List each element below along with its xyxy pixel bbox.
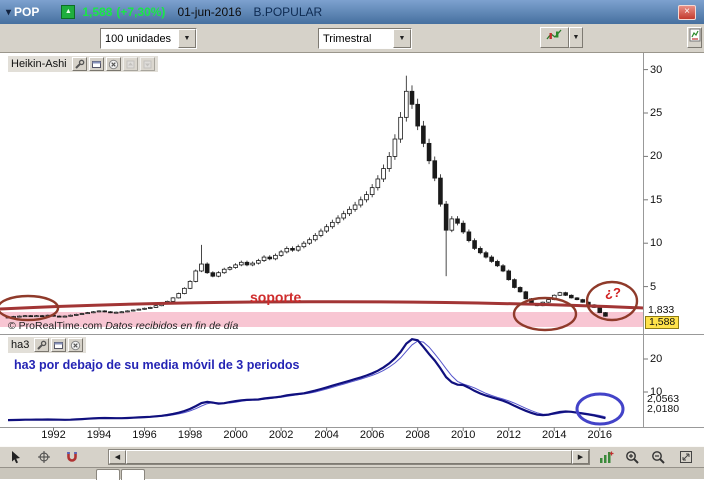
- x-axis-label: 1992: [41, 429, 66, 441]
- symbol-selector[interactable]: ▾ POP: [6, 5, 39, 19]
- indicators-button[interactable]: [596, 448, 616, 466]
- close-button[interactable]: ×: [678, 4, 696, 20]
- price-tag-upper: 1,833: [648, 304, 675, 316]
- last-price: 1,588: [82, 5, 113, 19]
- workspace-tabstrip: [0, 467, 704, 480]
- chevron-down-icon: ▾: [6, 6, 12, 18]
- copyright-note: Datos recibidos en fin de día: [105, 320, 239, 332]
- close-indicator-icon[interactable]: [105, 57, 121, 71]
- chart-style-icon: [546, 28, 563, 48]
- crosshair-icon: [38, 451, 50, 463]
- move-indicator-down-icon[interactable]: [139, 57, 155, 71]
- copyright-brand: © ProRealTime.com: [8, 320, 103, 332]
- magnet-tool-button[interactable]: [62, 448, 82, 466]
- units-value: 100 unidades: [105, 32, 172, 45]
- y-axis-label: 5: [650, 280, 657, 293]
- chevron-down-icon[interactable]: ▼: [178, 29, 196, 48]
- bottom-toolbar: ◀ ▶: [0, 446, 704, 469]
- x-axis-label: 1996: [132, 429, 157, 441]
- expand-icon: [680, 451, 692, 463]
- price-change: (+7,30%): [116, 5, 166, 19]
- main-indicator-header: Heikin-Ashi: [8, 56, 158, 72]
- symbol-label: POP: [14, 5, 40, 19]
- indicator-title: ha3: [11, 339, 30, 351]
- title-bar: ▾ POP ▲ 1,588 (+7,30%) 01-jun-2016 B.POP…: [0, 0, 704, 25]
- mini-chart-icon: [689, 27, 701, 48]
- workspace-tab[interactable]: [96, 469, 120, 480]
- close-indicator-icon[interactable]: [68, 338, 84, 352]
- lower-indicator-header: ha3: [8, 337, 87, 353]
- indicator-title: Heikin-Ashi: [11, 58, 67, 70]
- price-tag-current: 1,588: [645, 316, 680, 329]
- fullscreen-button[interactable]: [676, 448, 696, 466]
- copyright-text: © ProRealTime.com Datos recibidos en fin…: [8, 320, 238, 332]
- x-axis-label: 2012: [496, 429, 521, 441]
- chart-style-button[interactable]: [540, 27, 569, 48]
- quote-date: 01-jun-2016: [177, 5, 242, 19]
- x-axis-label: 2014: [541, 429, 567, 441]
- chart-style-dropdown[interactable]: ▼: [569, 27, 583, 48]
- chart-scrollbar[interactable]: ◀ ▶: [108, 449, 590, 465]
- x-axis-label: 2010: [450, 429, 476, 441]
- magnet-icon: [67, 452, 77, 462]
- cursor-icon: [12, 451, 20, 464]
- magnifier-plus-icon: [625, 450, 639, 464]
- y-axis-label: 20: [650, 150, 663, 163]
- x-axis-label: 1998: [177, 429, 203, 441]
- ha3-value-upper: 2,0563: [647, 393, 680, 405]
- scroll-left-button[interactable]: ◀: [109, 450, 126, 464]
- x-axis-label: 2002: [268, 429, 294, 441]
- y-axis-label: 15: [650, 193, 663, 206]
- crosshair-tool-button[interactable]: [34, 448, 54, 466]
- timeframe-select[interactable]: Trimestral ▼: [318, 28, 412, 49]
- y-axis-label: 10: [650, 237, 663, 250]
- bar-chart-plus-icon: [599, 451, 613, 463]
- x-axis-label: 2006: [359, 429, 385, 441]
- scroll-right-button[interactable]: ▶: [572, 450, 589, 464]
- y-axis-label: 25: [650, 107, 663, 119]
- ha3-annotation: ha3 por debajo de su media móvil de 3 pe…: [14, 358, 300, 372]
- x-axis-label: 2000: [223, 429, 248, 441]
- wrench-icon[interactable]: [71, 57, 87, 71]
- x-axis-label: 2004: [314, 429, 339, 441]
- chevron-down-icon[interactable]: ▼: [393, 29, 411, 48]
- timeframe-value: Trimestral: [323, 32, 372, 45]
- move-indicator-up-icon[interactable]: [122, 57, 138, 71]
- zoom-in-button[interactable]: [622, 448, 642, 466]
- ha3-value-current: 2,0180: [647, 403, 680, 415]
- y-axis-label: 20: [650, 353, 663, 365]
- units-select[interactable]: 100 unidades ▼: [100, 28, 197, 49]
- detach-window-icon[interactable]: [88, 57, 104, 71]
- zoom-out-button[interactable]: [648, 448, 668, 466]
- scrollbar-thumb[interactable]: [126, 450, 572, 464]
- x-axis-label: 1994: [86, 429, 112, 441]
- detach-window-icon[interactable]: [51, 338, 67, 352]
- y-axis-label: 30: [650, 63, 663, 76]
- x-axis-label: 2008: [405, 429, 430, 441]
- trading-panel-button[interactable]: [687, 27, 702, 48]
- x-axis-label: 2016: [587, 429, 612, 441]
- magnifier-minus-icon: [651, 450, 665, 464]
- instrument-name: B.POPULAR: [253, 5, 323, 19]
- question-annotation: ¿?: [605, 285, 621, 300]
- tick-up-icon: ▲: [61, 5, 76, 19]
- pointer-tool-button[interactable]: [6, 448, 26, 466]
- wrench-icon[interactable]: [34, 338, 50, 352]
- workspace-tab[interactable]: [121, 469, 145, 480]
- support-annotation: soporte: [250, 289, 302, 305]
- chart-toolbar: 100 unidades ▼ Trimestral ▼ ▼: [0, 24, 704, 53]
